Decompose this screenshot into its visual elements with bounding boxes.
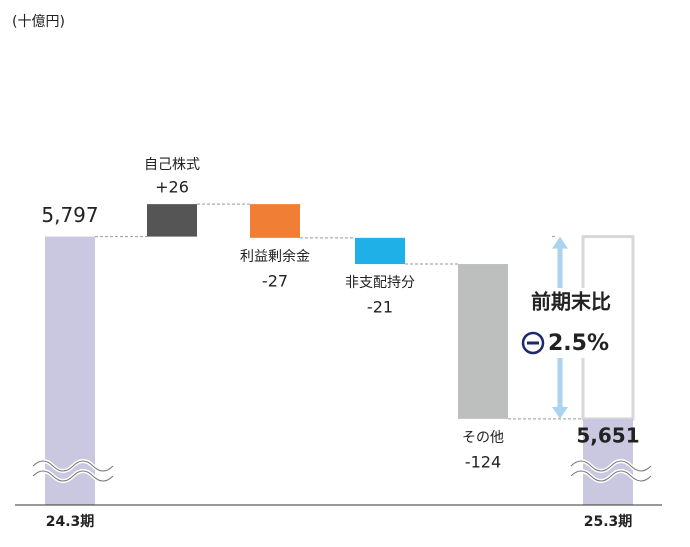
value-label: -21	[367, 298, 393, 317]
annotation-label: 前期末比	[531, 290, 611, 314]
annotation-value: 2.5%	[548, 331, 609, 356]
unit-label: (十億円)	[12, 14, 65, 30]
bar	[355, 237, 405, 265]
value-label: -27	[262, 271, 288, 290]
minus-icon	[521, 331, 545, 355]
value-label: 5,797	[41, 203, 98, 227]
value-label: +26	[155, 178, 189, 197]
category-label: 利益剰余金	[240, 248, 310, 265]
category-label: 非支配持分	[345, 275, 415, 291]
axis-break	[570, 460, 652, 482]
bar	[250, 204, 300, 238]
x-tick-label: 25.3期	[584, 514, 633, 530]
bar	[147, 204, 197, 237]
category-label: 自己株式	[144, 157, 200, 173]
category-label: その他	[462, 430, 504, 446]
x-tick-label: 24.3期	[46, 514, 95, 530]
value-label: 5,651	[576, 423, 639, 447]
bar	[458, 264, 508, 419]
axis-break	[32, 460, 114, 482]
value-label: -124	[465, 452, 501, 471]
label-bg	[520, 288, 620, 358]
